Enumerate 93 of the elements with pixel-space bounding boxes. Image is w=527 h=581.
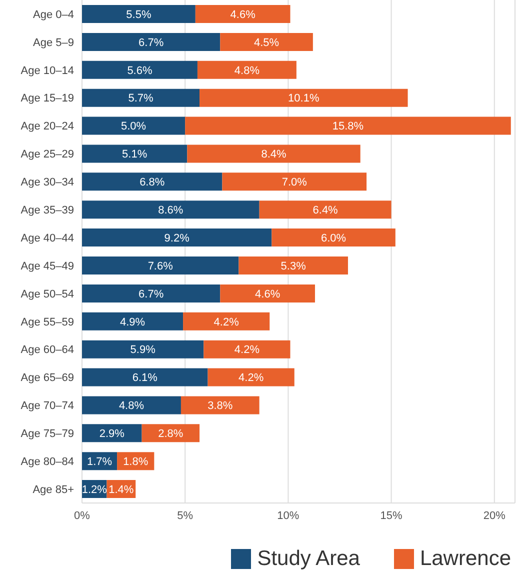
bar (82, 424, 142, 442)
bar (82, 312, 184, 330)
data-label: 5.6% (127, 64, 152, 77)
bar (197, 60, 296, 79)
bar (82, 284, 220, 302)
y-tick-label: Age 35–39 (20, 204, 74, 216)
y-tick-label: Age 15–19 (20, 92, 74, 105)
data-label: 2.9% (99, 428, 125, 440)
data-label: 10.1% (288, 92, 320, 105)
y-tick-label: Age 5–9 (33, 36, 74, 49)
data-label: 5.9% (130, 344, 156, 356)
bar (82, 256, 239, 274)
data-label: 4.2% (238, 372, 264, 384)
bar (195, 5, 290, 23)
y-tick-label: Age 80–84 (20, 456, 74, 468)
data-label: 8.4% (261, 148, 287, 161)
bar (82, 60, 198, 79)
data-label: 6.0% (321, 232, 346, 244)
data-label: 3.8% (208, 400, 233, 412)
y-tick-label: Age 70–74 (20, 400, 74, 412)
bar (220, 32, 313, 51)
y-tick-label: Age 50–54 (20, 288, 74, 300)
data-label: 5.5% (126, 8, 152, 21)
data-label: 1.7% (86, 456, 112, 468)
data-label: 4.8% (118, 400, 144, 412)
bar (142, 424, 200, 442)
legend-label: Lawrence (420, 547, 511, 571)
bar (82, 368, 208, 386)
bar (82, 172, 222, 191)
data-label: 5.0% (121, 120, 146, 133)
y-tick-label: Age 30–34 (20, 176, 74, 189)
y-tick-label: Age 55–59 (20, 316, 74, 328)
data-label: 4.6% (255, 288, 280, 300)
data-label: 6.8% (140, 176, 165, 189)
bar (82, 116, 186, 135)
bar (82, 396, 181, 414)
data-label: 1.2% (82, 484, 108, 496)
data-label: 6.4% (312, 204, 338, 217)
y-tick-label: Age 85+ (32, 484, 74, 496)
bar (82, 32, 220, 51)
data-label: 6.1% (132, 372, 158, 384)
x-tick-label: 15% (380, 510, 403, 522)
x-tick-label: 10% (277, 510, 300, 522)
bar (82, 228, 272, 247)
bar (82, 200, 260, 219)
data-label: 7.0% (282, 176, 308, 189)
y-tick-label: Age 60–64 (20, 344, 74, 356)
bar (208, 368, 294, 386)
bar (204, 340, 290, 358)
bar (185, 116, 511, 135)
data-label: 2.8% (158, 428, 184, 440)
data-label: 6.7% (138, 36, 164, 49)
bar (220, 284, 315, 302)
bar (82, 5, 196, 23)
bar (222, 172, 367, 191)
y-tick-label: Age 25–29 (20, 148, 74, 161)
y-tick-label: Age 0–4 (33, 8, 74, 21)
data-label: 1.4% (108, 484, 134, 496)
y-tick-label: Age 45–49 (20, 260, 74, 272)
data-label: 15.8% (332, 120, 364, 133)
data-label: 8.6% (158, 204, 184, 217)
x-tick-label: 0% (74, 510, 90, 522)
data-label: 4.2% (234, 344, 260, 356)
legend-label: Study Area (257, 547, 360, 571)
x-tick-label: 20% (483, 510, 506, 522)
bar (238, 256, 348, 274)
y-tick-label: Age 20–24 (20, 120, 74, 133)
bar (259, 200, 392, 219)
bar (82, 340, 204, 358)
x-tick-label: 5% (177, 510, 194, 522)
data-label: 4.2% (214, 316, 240, 328)
data-label: 6.7% (138, 288, 164, 300)
y-tick-label: Age 75–79 (20, 428, 74, 440)
bar (187, 144, 360, 163)
data-label: 5.3% (280, 260, 306, 272)
data-label: 4.8% (234, 64, 260, 77)
bar (272, 228, 396, 247)
data-label: 5.7% (128, 92, 154, 105)
data-label: 5.1% (122, 148, 148, 161)
data-label: 4.6% (230, 8, 256, 21)
y-tick-label: Age 65–69 (20, 372, 74, 384)
data-label: 9.2% (164, 232, 190, 244)
data-label: 7.6% (148, 260, 174, 272)
data-label: 4.5% (254, 36, 280, 49)
y-tick-label: Age 40–44 (20, 232, 74, 244)
bar (82, 88, 200, 107)
y-tick-label: Age 10–14 (20, 64, 74, 77)
bar (200, 88, 408, 107)
bar (183, 312, 270, 330)
bar (82, 144, 188, 163)
data-label: 1.8% (123, 456, 148, 468)
bar (180, 396, 260, 414)
data-label: 4.9% (120, 316, 146, 328)
